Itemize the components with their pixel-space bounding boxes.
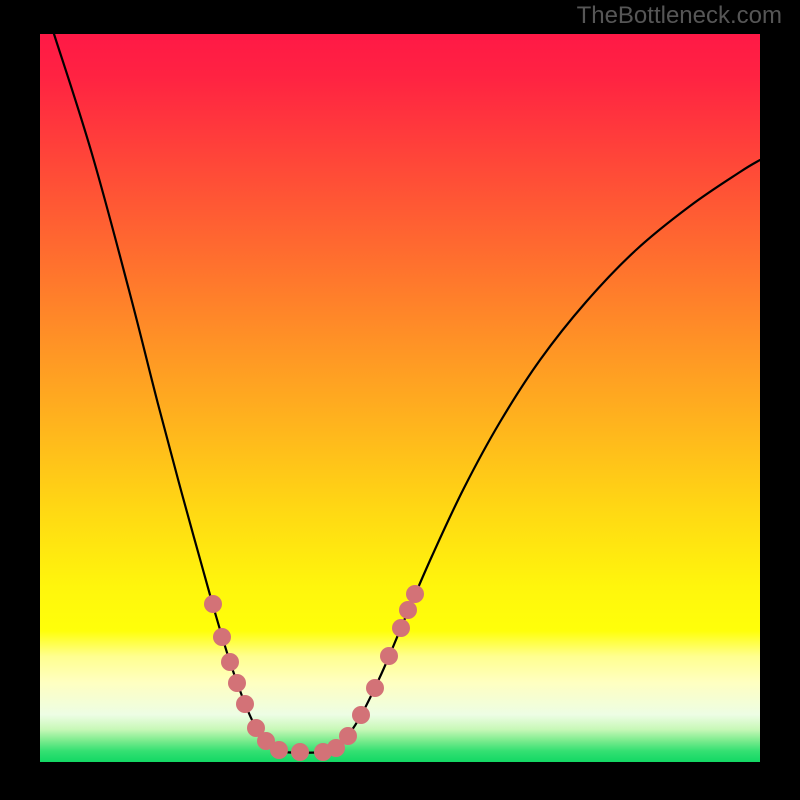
data-marker: [339, 727, 357, 745]
data-marker: [406, 585, 424, 603]
plot-background: [40, 34, 760, 762]
data-marker: [380, 647, 398, 665]
plot-svg: [40, 34, 760, 762]
data-marker: [366, 679, 384, 697]
data-marker: [399, 601, 417, 619]
data-marker: [236, 695, 254, 713]
data-marker: [213, 628, 231, 646]
watermark-text: TheBottleneck.com: [577, 2, 782, 30]
chart-root: TheBottleneck.com: [0, 0, 800, 800]
plot-area: [40, 34, 760, 762]
data-marker: [352, 706, 370, 724]
data-marker: [392, 619, 410, 637]
data-marker: [204, 595, 222, 613]
data-marker: [291, 743, 309, 761]
data-marker: [270, 741, 288, 759]
data-marker: [221, 653, 239, 671]
data-marker: [228, 674, 246, 692]
